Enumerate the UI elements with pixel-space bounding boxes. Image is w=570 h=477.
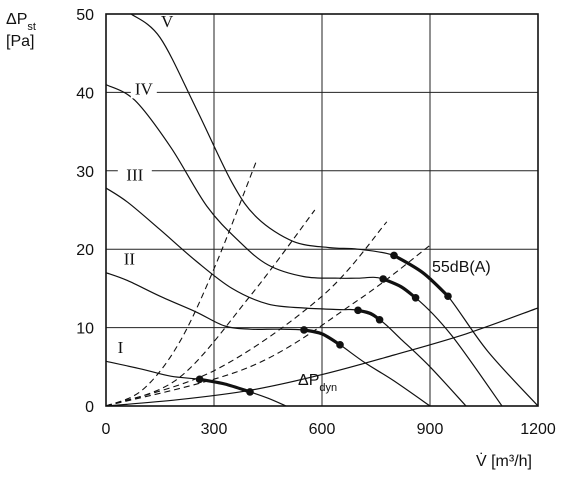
fan-curve-v — [130, 14, 538, 406]
axis-ticks: 0 300 600 900 1200 0 10 20 30 40 50 — [76, 7, 556, 438]
plot-frame — [105, 13, 539, 407]
fan-curve-i — [106, 360, 287, 406]
dynamic-pressure-line — [106, 307, 538, 406]
noise-endpoint — [375, 315, 384, 324]
fan-curve-ii — [106, 272, 431, 406]
series-label-bg — [116, 250, 143, 269]
series-label-bg — [130, 80, 157, 99]
noise-endpoint — [336, 341, 344, 349]
y-tick-label: 40 — [76, 85, 94, 102]
noise-segment — [198, 377, 252, 394]
system-curves — [106, 158, 431, 406]
series-label-bg — [158, 12, 177, 31]
noise-segment — [381, 277, 418, 300]
series-label-iii: III — [126, 166, 143, 185]
series-label-iv: IV — [135, 79, 154, 98]
series-label-bg — [117, 166, 152, 185]
x-tick-label: 1200 — [520, 421, 556, 438]
fan-curve-iv — [106, 84, 503, 406]
y-tick-label: 20 — [76, 242, 94, 259]
noise-endpoint — [379, 275, 388, 283]
series-label-ii: II — [124, 250, 136, 269]
y-tick-label: 0 — [85, 399, 94, 416]
x-tick-label: 900 — [417, 421, 444, 438]
system-curve — [106, 158, 258, 406]
system-curve — [106, 244, 431, 406]
noise-endpoint — [195, 375, 204, 384]
dynamic-pressure-curve — [106, 307, 538, 406]
x-tick-label: 0 — [102, 421, 111, 438]
x-axis-title: V̇ [m³/h] — [476, 452, 532, 470]
noise-endpoint — [390, 251, 398, 260]
series-label-i: I — [118, 338, 124, 357]
y-tick-label: 50 — [76, 7, 94, 24]
fan-curve-iii — [106, 187, 467, 406]
noise-endpoint — [300, 326, 308, 334]
series-label-bg — [111, 339, 130, 358]
noise-segment — [392, 253, 450, 298]
noise-level-label: 55dB(A) — [432, 259, 491, 276]
y-axis-title: ΔPst — [6, 11, 36, 33]
dynamic-pressure-label: ΔPdyn — [298, 372, 337, 394]
system-curve — [106, 221, 388, 406]
system-curve — [106, 209, 316, 406]
y-axis-unit: [Pa] — [6, 33, 34, 50]
y-tick-label: 30 — [76, 164, 94, 181]
x-tick-label: 300 — [201, 421, 228, 438]
noise-endpoint — [354, 306, 362, 315]
noise-endpoint — [246, 388, 254, 396]
x-tick-label: 600 — [309, 421, 336, 438]
y-tick-label: 10 — [76, 321, 94, 338]
grid — [106, 14, 538, 406]
noise-segments — [195, 251, 452, 396]
noise-segment — [302, 328, 342, 347]
series-label-v: V — [161, 12, 174, 31]
noise-endpoint — [444, 292, 452, 301]
noise-endpoint — [411, 294, 420, 302]
